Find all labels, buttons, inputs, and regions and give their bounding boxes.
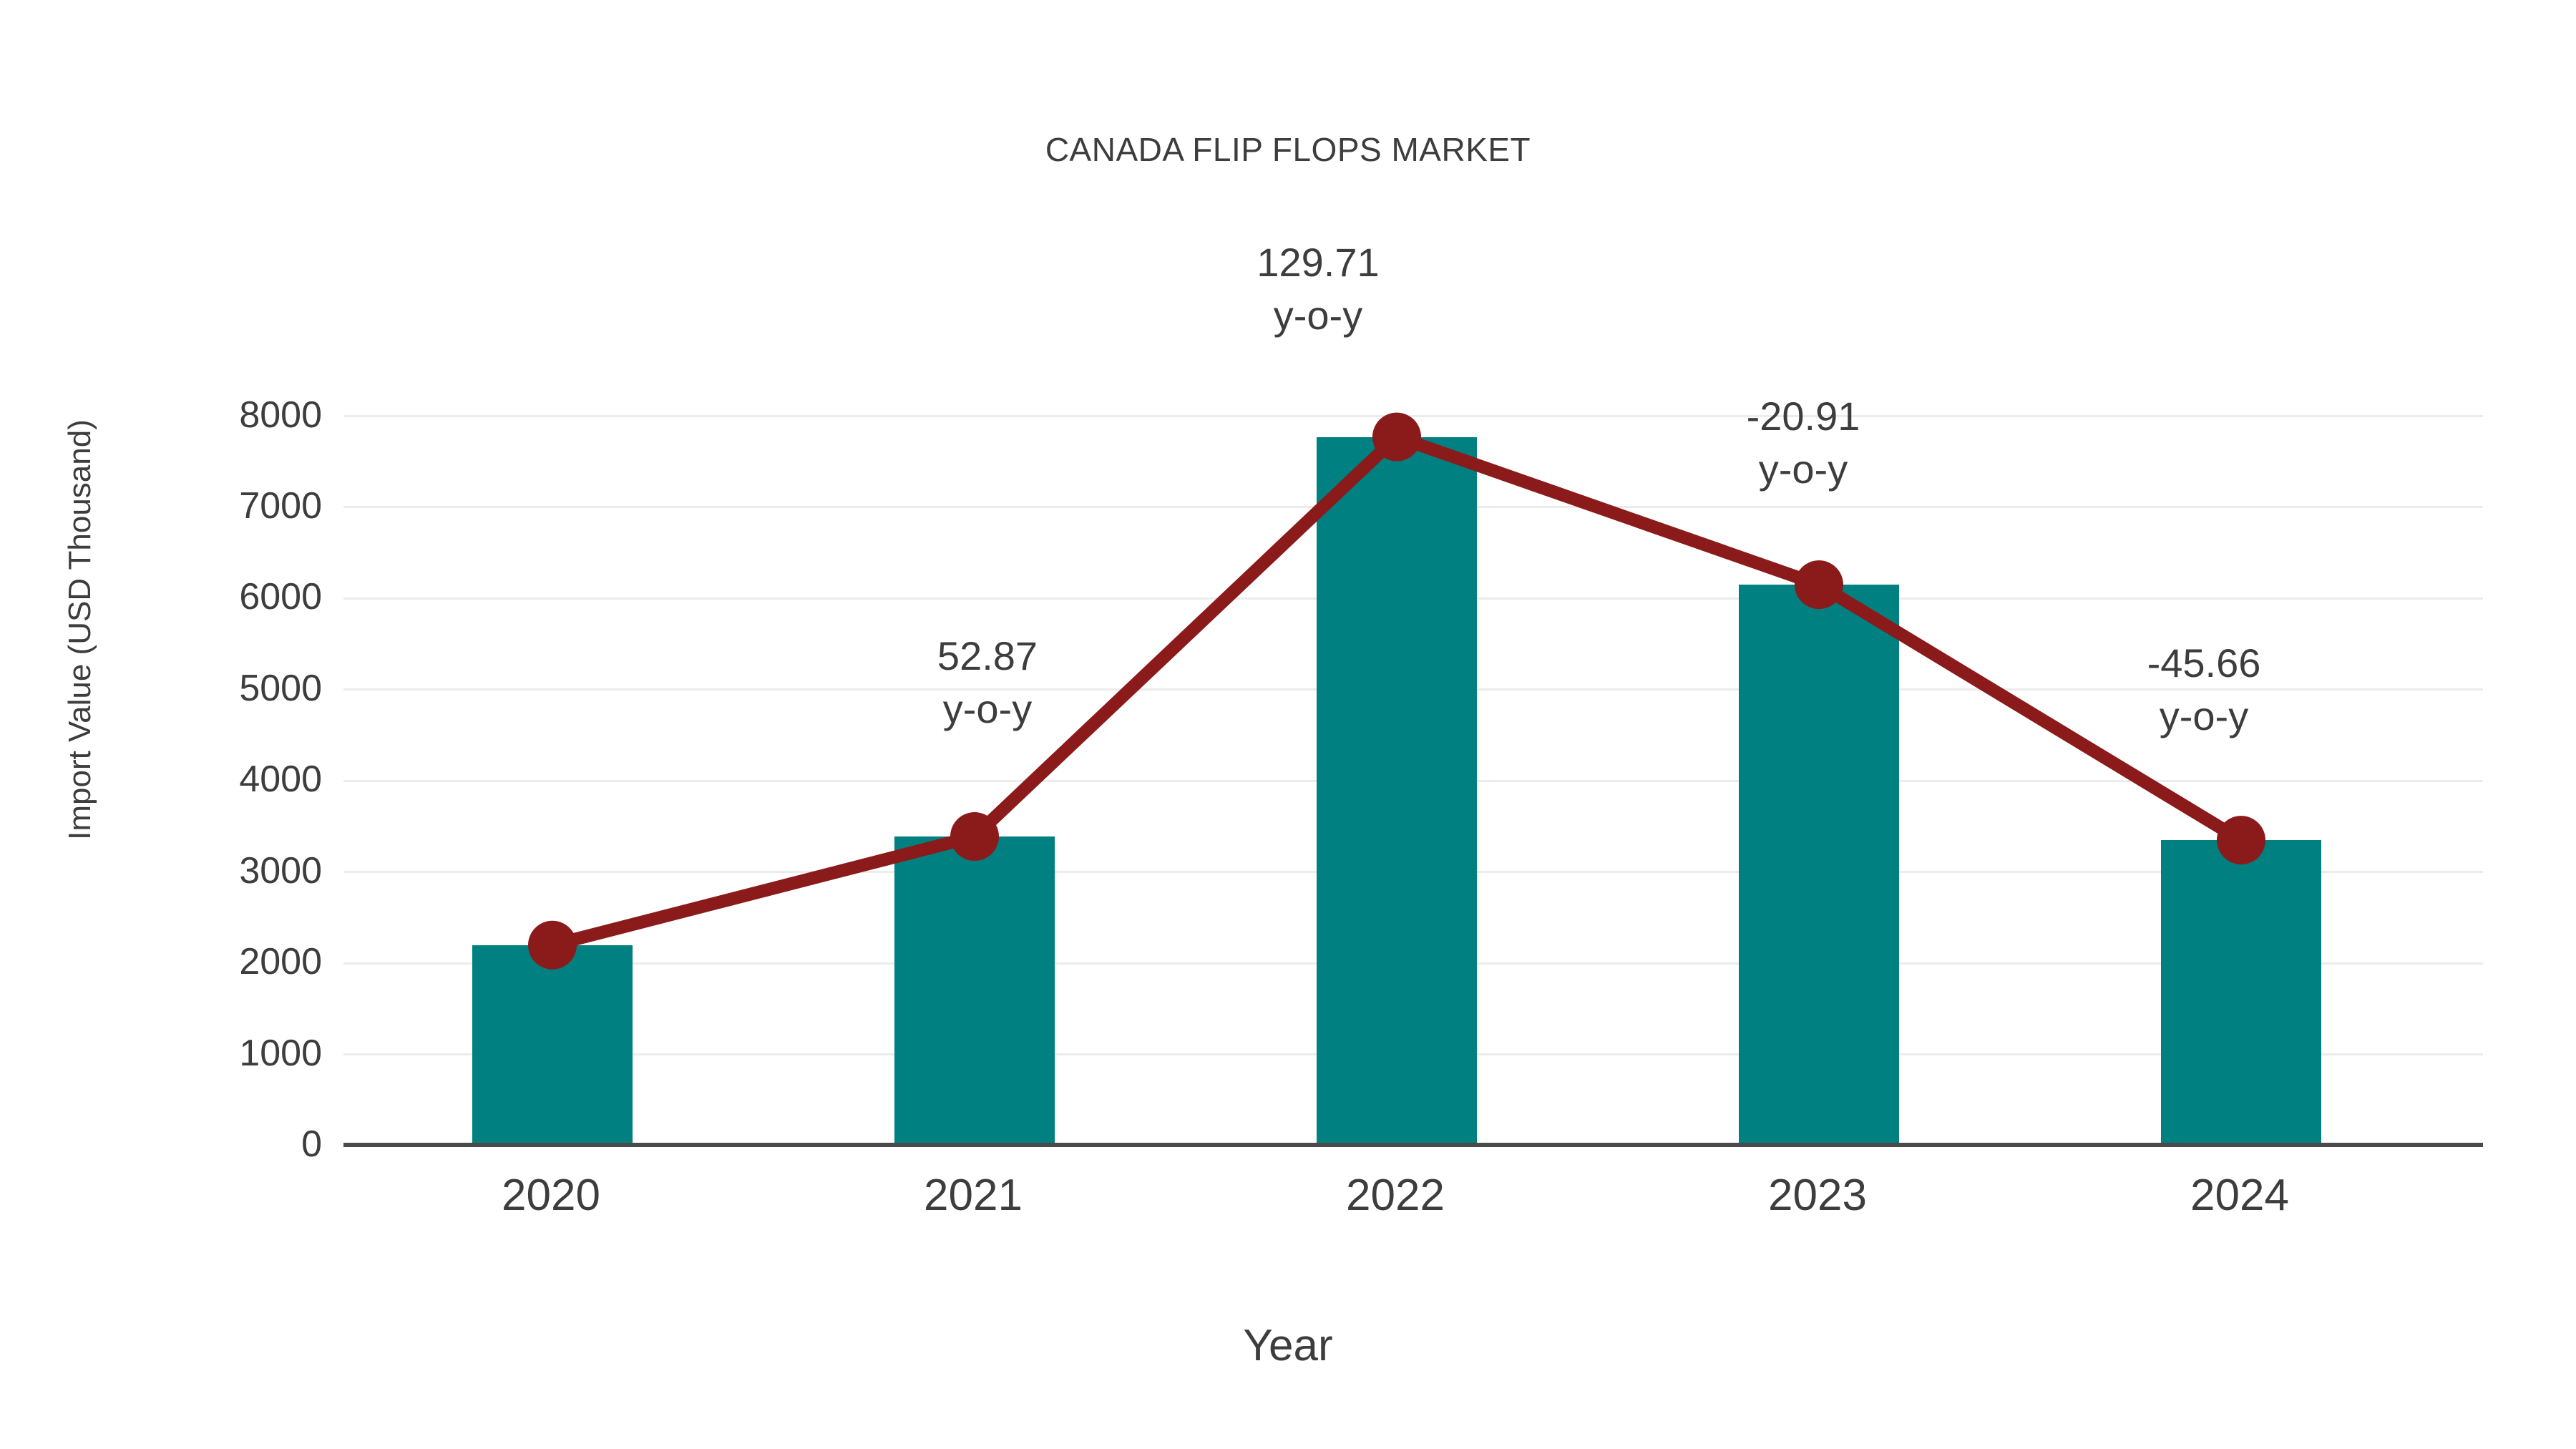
y-tick-label-3000: 3000 bbox=[239, 850, 322, 892]
y-tick-label-2000: 2000 bbox=[239, 941, 322, 982]
bar-2023 bbox=[1739, 585, 1899, 1145]
annotation-2021-unit: y-o-y bbox=[942, 686, 1033, 731]
annotation-2022-value: 129.71 bbox=[1257, 240, 1380, 285]
bar-2021 bbox=[894, 836, 1055, 1145]
annotation-2022: 129.71 y-o-y bbox=[1118, 236, 1518, 342]
bar-2024 bbox=[2161, 840, 2321, 1145]
annotation-2022-unit: y-o-y bbox=[1273, 292, 1363, 338]
y-tick-label-1000: 1000 bbox=[239, 1033, 322, 1074]
bar-2022 bbox=[1317, 436, 1477, 1145]
x-axis-title: Year bbox=[1243, 1321, 1333, 1370]
annotation-2024: -45.66 y-o-y bbox=[2004, 637, 2404, 743]
annotation-2023: -20.91 y-o-y bbox=[1603, 390, 2004, 496]
x-tick-label-2020: 2020 bbox=[502, 1171, 600, 1220]
chart-title: CANADA FLIP FLOPS MARKET bbox=[1045, 131, 1531, 168]
gridline-8000 bbox=[343, 415, 2483, 417]
annotation-2024-value: -45.66 bbox=[2147, 640, 2261, 686]
x-tick-label-2022: 2022 bbox=[1346, 1171, 1445, 1220]
bar-2020 bbox=[472, 945, 633, 1145]
y-tick-label-8000: 8000 bbox=[239, 394, 322, 436]
y-tick-label-6000: 6000 bbox=[239, 576, 322, 618]
y-tick-label-7000: 7000 bbox=[239, 485, 322, 527]
y-tick-label-0: 0 bbox=[301, 1123, 322, 1165]
x-tick-label-2023: 2023 bbox=[1768, 1171, 1867, 1220]
x-axis-line bbox=[343, 1143, 2483, 1147]
annotation-2023-value: -20.91 bbox=[1746, 394, 1860, 439]
annotation-2023-unit: y-o-y bbox=[1758, 446, 1848, 492]
y-tick-label-4000: 4000 bbox=[239, 758, 322, 800]
y-axis-title: Import Value (USD Thousand) bbox=[62, 419, 97, 840]
plot-area bbox=[343, 415, 2483, 1147]
annotation-2021: 52.87 y-o-y bbox=[787, 630, 1188, 736]
x-tick-label-2021: 2021 bbox=[924, 1171, 1023, 1220]
annotation-2024-unit: y-o-y bbox=[2159, 693, 2249, 738]
x-tick-label-2024: 2024 bbox=[2190, 1171, 2289, 1220]
annotation-2021-value: 52.87 bbox=[937, 633, 1038, 678]
y-tick-label-5000: 5000 bbox=[239, 668, 322, 709]
